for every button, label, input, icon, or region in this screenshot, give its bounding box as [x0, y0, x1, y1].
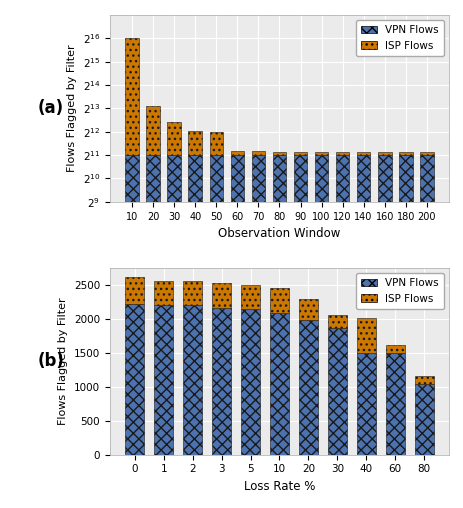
Bar — [125, 277, 144, 304]
Bar — [269, 313, 288, 455]
Bar — [154, 305, 173, 455]
X-axis label: Loss Rate %: Loss Rate % — [243, 480, 314, 493]
Bar — [188, 155, 202, 508]
Text: (a): (a) — [38, 100, 63, 117]
Bar — [241, 285, 259, 309]
Bar — [146, 106, 160, 155]
Bar — [335, 155, 349, 508]
Bar — [183, 305, 201, 455]
Bar — [167, 122, 181, 155]
Bar — [356, 155, 369, 508]
Bar — [298, 299, 317, 320]
Bar — [183, 281, 201, 305]
Bar — [212, 308, 231, 455]
Bar — [212, 283, 231, 308]
Text: (b): (b) — [37, 353, 64, 370]
Bar — [298, 320, 317, 455]
Bar — [188, 132, 202, 155]
Bar — [398, 155, 412, 508]
Bar — [414, 384, 432, 455]
Bar — [327, 315, 346, 328]
Bar — [154, 281, 173, 305]
Bar — [356, 318, 375, 354]
Bar — [419, 155, 432, 508]
Bar — [377, 155, 391, 508]
Bar — [125, 304, 144, 455]
Bar — [125, 155, 139, 508]
Bar — [377, 152, 391, 155]
Bar — [251, 151, 265, 155]
X-axis label: Observation Window: Observation Window — [218, 227, 340, 240]
Legend: VPN Flows, ISP Flows: VPN Flows, ISP Flows — [355, 20, 443, 56]
Bar — [230, 151, 244, 155]
Bar — [398, 152, 412, 155]
Y-axis label: Flows Flagged by Filter: Flows Flagged by Filter — [58, 298, 68, 425]
Bar — [272, 155, 286, 508]
Legend: VPN Flows, ISP Flows: VPN Flows, ISP Flows — [355, 273, 443, 309]
Bar — [314, 152, 328, 155]
Bar — [146, 155, 160, 508]
Bar — [167, 155, 181, 508]
Bar — [241, 309, 259, 455]
Bar — [414, 376, 432, 384]
Bar — [385, 354, 404, 455]
Bar — [335, 152, 349, 155]
Bar — [125, 38, 139, 155]
Bar — [251, 155, 265, 508]
Bar — [314, 155, 328, 508]
Bar — [230, 155, 244, 508]
Bar — [419, 152, 432, 155]
Bar — [356, 152, 369, 155]
Bar — [209, 155, 223, 508]
Bar — [272, 151, 286, 155]
Bar — [269, 288, 288, 313]
Bar — [385, 344, 404, 354]
Bar — [209, 132, 223, 155]
Bar — [293, 155, 307, 508]
Y-axis label: Flows Flagged by Filter: Flows Flagged by Filter — [67, 45, 77, 172]
Bar — [356, 354, 375, 455]
Bar — [327, 328, 346, 455]
Bar — [293, 152, 307, 155]
